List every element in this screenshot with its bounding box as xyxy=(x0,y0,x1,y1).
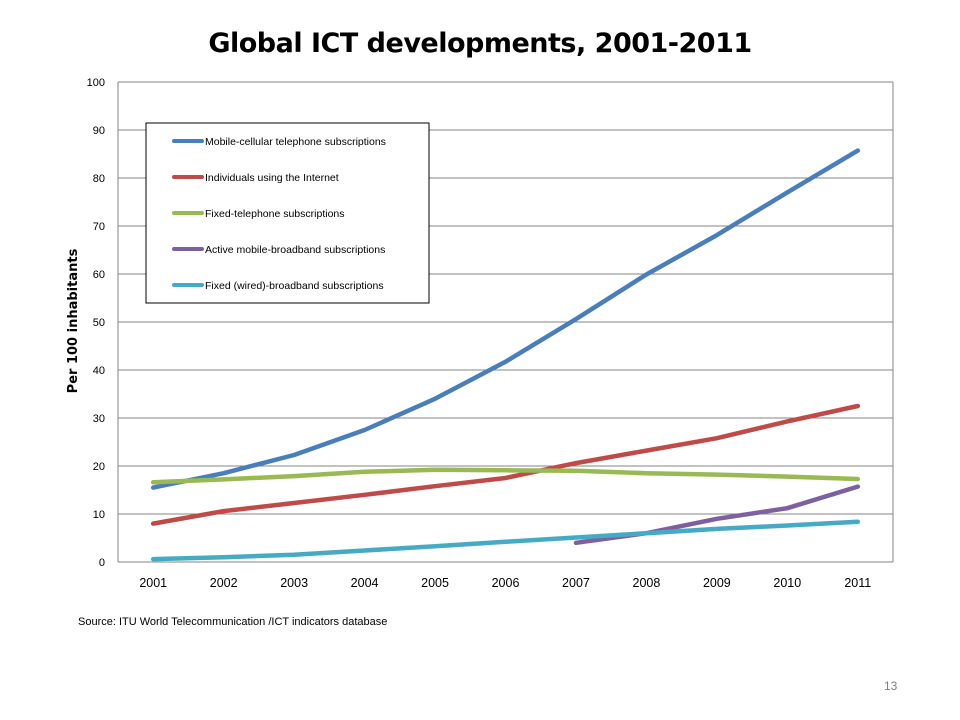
legend: Mobile-cellular telephone subscriptions I… xyxy=(145,122,430,304)
legend-entry-label: Individuals using the Internet xyxy=(205,172,339,184)
series-line-5 xyxy=(150,519,861,562)
x-tick-label: 2002 xyxy=(210,576,238,590)
x-tick-label: 2006 xyxy=(492,576,520,590)
y-tick-label: 30 xyxy=(93,413,105,425)
series-lines xyxy=(150,148,861,562)
page-number: 13 xyxy=(884,679,898,693)
series-line-2 xyxy=(150,403,861,526)
legend-entry-label: Fixed-telephone subscriptions xyxy=(205,208,345,220)
y-tick-label: 10 xyxy=(93,509,105,521)
x-tick-label: 2009 xyxy=(703,576,731,590)
x-tick-label: 2007 xyxy=(562,576,590,590)
x-tick-label: 2003 xyxy=(280,576,308,590)
y-tick-label: 90 xyxy=(93,125,105,137)
x-tick-label: 2001 xyxy=(139,576,167,590)
y-tick-label: 50 xyxy=(93,317,105,329)
legend-entry-label: Fixed (wired)-broadband subscriptions xyxy=(205,280,384,292)
series-line-1 xyxy=(150,148,861,490)
series-line-3 xyxy=(150,467,861,485)
y-axis-ticks: 0 10 20 30 40 50 60 70 80 90 100 xyxy=(87,77,105,569)
y-tick-label: 40 xyxy=(93,365,105,377)
y-axis-label: Per 100 inhabitants xyxy=(66,248,81,393)
chart-title: Global ICT developments, 2001-2011 xyxy=(208,28,752,59)
legend-entry-label: Active mobile-broadband subscriptions xyxy=(205,244,385,256)
y-tick-label: 80 xyxy=(93,173,105,185)
y-tick-label: 100 xyxy=(87,77,105,89)
x-tick-label: 2010 xyxy=(773,576,801,590)
x-tick-label: 2004 xyxy=(351,576,379,590)
x-tick-label: 2011 xyxy=(844,576,871,590)
y-tick-label: 20 xyxy=(93,461,105,473)
y-tick-label: 60 xyxy=(93,269,105,281)
x-axis-ticks: 2001 2002 2003 2004 2005 2006 2007 2008 2009 2010… xyxy=(139,576,871,590)
x-tick-label: 2008 xyxy=(633,576,661,590)
source-note: Source: ITU World Telecommunication /ICT… xyxy=(78,616,388,628)
y-tick-label: 0 xyxy=(99,557,105,569)
legend-entry-label: Mobile-cellular telephone subscriptions xyxy=(205,136,386,148)
x-tick-label: 2005 xyxy=(421,576,449,590)
y-tick-label: 70 xyxy=(93,221,105,233)
